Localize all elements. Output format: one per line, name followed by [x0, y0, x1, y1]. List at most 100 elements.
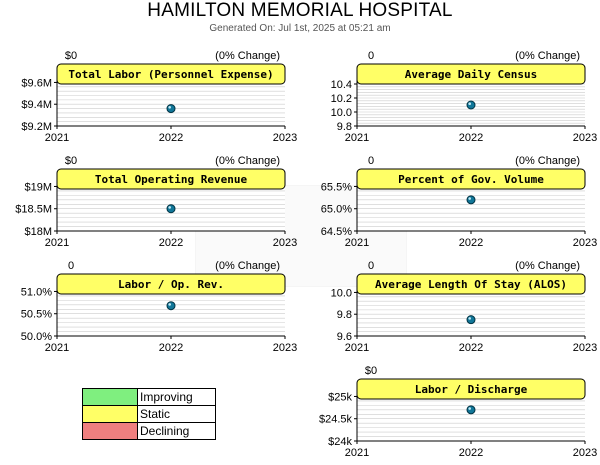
x-tick-label: 2023: [573, 132, 597, 144]
data-point: [466, 100, 476, 110]
x-tick-label: 2023: [273, 132, 297, 144]
change-percent: (0% Change): [215, 155, 280, 167]
data-point-highlight: [168, 206, 171, 209]
change-value: 0: [368, 155, 374, 167]
change-percent: (0% Change): [215, 50, 280, 62]
chart-average-daily-census: Average Daily Census 0 (0% Change) 10.4 10.2…: [331, 50, 598, 144]
chart-labor-op-rev: Labor / Op. Rev. 0 (0% Change) 51.0% 50.5% 50…: [21, 260, 297, 354]
data-point-highlight: [168, 105, 171, 109]
chart-title: Percent of Gov. Volume: [398, 173, 544, 186]
y-tick-label: 9.8: [337, 121, 352, 133]
y-tick-label: $24.5k: [319, 414, 353, 426]
change-percent: (0% Change): [515, 260, 580, 272]
legend-item-improving: Improving: [82, 388, 216, 406]
change-value: 0: [68, 260, 74, 272]
legend-label-improving: Improving: [137, 388, 216, 406]
data-point-highlight: [468, 317, 471, 320]
x-tick-label: 2023: [573, 237, 597, 249]
y-tick-label: $24k: [328, 436, 352, 448]
x-tick-label: 2022: [459, 447, 483, 459]
data-point-highlight: [168, 303, 171, 306]
plot-area: [357, 182, 585, 231]
change-percent: (0% Change): [215, 260, 280, 272]
x-tick-label: 2021: [345, 132, 369, 144]
x-tick-label: 2022: [459, 237, 483, 249]
legend-swatch-static: [82, 405, 138, 423]
data-point-highlight: [468, 197, 471, 200]
change-percent: (0% Change): [515, 155, 580, 167]
y-tick-label: 65.0%: [321, 204, 352, 216]
x-tick-label: 2021: [345, 237, 369, 249]
change-value: 0: [368, 50, 374, 62]
legend-swatch-improving: [82, 388, 138, 406]
x-tick-label: 2022: [159, 237, 183, 249]
y-tick-label: 64.5%: [321, 226, 352, 238]
legend-item-static: Static: [82, 405, 216, 423]
y-tick-label: $25k: [328, 391, 352, 403]
legend-swatch-declining: [82, 422, 138, 440]
chart-percent-gov-volume: Percent of Gov. Volume 0 (0% Change) 65.5% 6…: [321, 155, 597, 249]
x-tick-label: 2023: [273, 237, 297, 249]
title-banner: [56, 63, 286, 85]
y-tick-label: 10.4: [331, 79, 352, 91]
y-tick-label: $18M: [24, 226, 52, 238]
data-point-highlight: [468, 407, 471, 410]
legend-item-declining: Declining: [82, 422, 216, 440]
y-tick-label: 9.6: [337, 331, 352, 343]
plot-area: [57, 77, 285, 126]
y-tick-label: $18.5M: [15, 204, 52, 216]
generated-timestamp: Generated On: Jul 1st, 2025 at 05:21 am: [209, 23, 391, 34]
y-tick-label: 10.0: [331, 287, 352, 299]
y-tick-label: 50.0%: [21, 331, 52, 343]
x-tick-label: 2023: [573, 447, 597, 459]
chart-title: Average Length Of Stay (ALOS): [375, 278, 567, 291]
data-point: [466, 315, 476, 325]
chart-average-length-of-stay: Average Length Of Stay (ALOS)0 (0% Change…: [331, 260, 598, 354]
y-tick-label: $9.4M: [21, 99, 52, 111]
title-banner: [356, 378, 586, 400]
title-banner: [56, 168, 286, 190]
plot-area: [357, 287, 585, 336]
y-tick-label: $9.2M: [21, 121, 52, 133]
y-tick-label: $9.6M: [21, 77, 52, 89]
data-point: [466, 405, 476, 415]
y-tick-label: 9.8: [337, 309, 352, 321]
data-point: [166, 104, 176, 114]
chart-total-labor: Total Labor (Personnel Expense) $0 (0% Cha…: [21, 50, 297, 144]
y-tick-label: 10.2: [331, 93, 352, 105]
plot-area: [357, 392, 585, 441]
x-tick-label: 2023: [573, 342, 597, 354]
change-value: $0: [365, 365, 377, 377]
chart-title: Average Daily Census: [405, 68, 537, 81]
change-value: $0: [65, 155, 77, 167]
x-tick-label: 2021: [45, 342, 69, 354]
plot-area: [57, 287, 285, 336]
title-banner: [356, 63, 586, 85]
legend: Improving Static Declining: [82, 388, 216, 440]
chart-title: Labor / Op. Rev.: [118, 278, 224, 291]
y-tick-label: $19M: [24, 181, 52, 193]
x-tick-label: 2023: [273, 342, 297, 354]
x-tick-label: 2022: [459, 132, 483, 144]
data-point: [166, 204, 176, 214]
change-value: 0: [368, 260, 374, 272]
y-tick-label: 65.5%: [321, 181, 352, 193]
x-tick-label: 2021: [345, 342, 369, 354]
title-banner: [56, 273, 286, 295]
x-tick-label: 2021: [345, 447, 369, 459]
title-banner: [356, 273, 586, 295]
x-tick-label: 2021: [45, 132, 69, 144]
data-point: [166, 301, 176, 311]
x-tick-label: 2022: [159, 342, 183, 354]
change-percent: (0% Change): [515, 50, 580, 62]
chart-title: Labor / Discharge: [415, 383, 528, 396]
change-value: $0: [65, 50, 77, 62]
data-point-highlight: [468, 102, 471, 105]
y-tick-label: 10.0: [331, 107, 352, 119]
legend-label-static: Static: [137, 405, 216, 423]
chart-title: Total Operating Revenue: [95, 173, 248, 186]
title-banner: [356, 168, 586, 190]
chart-total-operating-revenue: Total Operating Revenue $0 (0% Change) $19M…: [15, 155, 297, 249]
data-point: [466, 195, 476, 205]
